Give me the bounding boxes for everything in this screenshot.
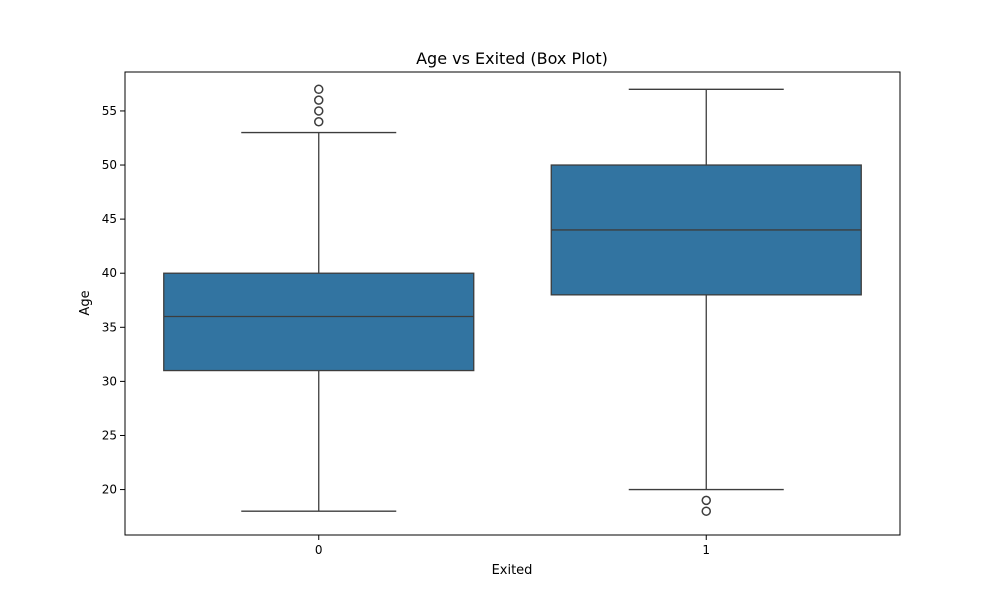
y-tick-label: 20 [102,483,117,497]
outlier-point [314,95,324,105]
plot-frame [124,71,901,536]
y-tick-label: 25 [102,428,117,442]
outlier-point [314,84,324,95]
axes-layer: 20 25 30 35 40 45 50 55 0 1 [102,71,901,557]
y-tick-label: 55 [102,104,117,118]
y-axis-label: Age [78,290,93,315]
x-tick-label: 1 [702,543,710,557]
box-group-0 [163,84,475,512]
boxes-layer [163,84,862,516]
outlier-point [701,506,711,516]
outlier-point [314,117,324,127]
outlier-point [314,106,324,116]
box-group-1 [550,88,862,516]
iqr-box [163,272,475,372]
y-tick-label: 50 [102,158,117,172]
y-tick-label: 45 [102,212,117,226]
outlier-point [701,495,711,506]
x-axis-label: Exited [492,563,533,578]
chart-title: Age vs Exited (Box Plot) [416,49,608,68]
y-tick-label: 40 [102,266,117,280]
y-tick-label: 30 [102,374,117,388]
y-tick-label: 35 [102,320,117,334]
x-tick-label: 0 [315,543,323,557]
